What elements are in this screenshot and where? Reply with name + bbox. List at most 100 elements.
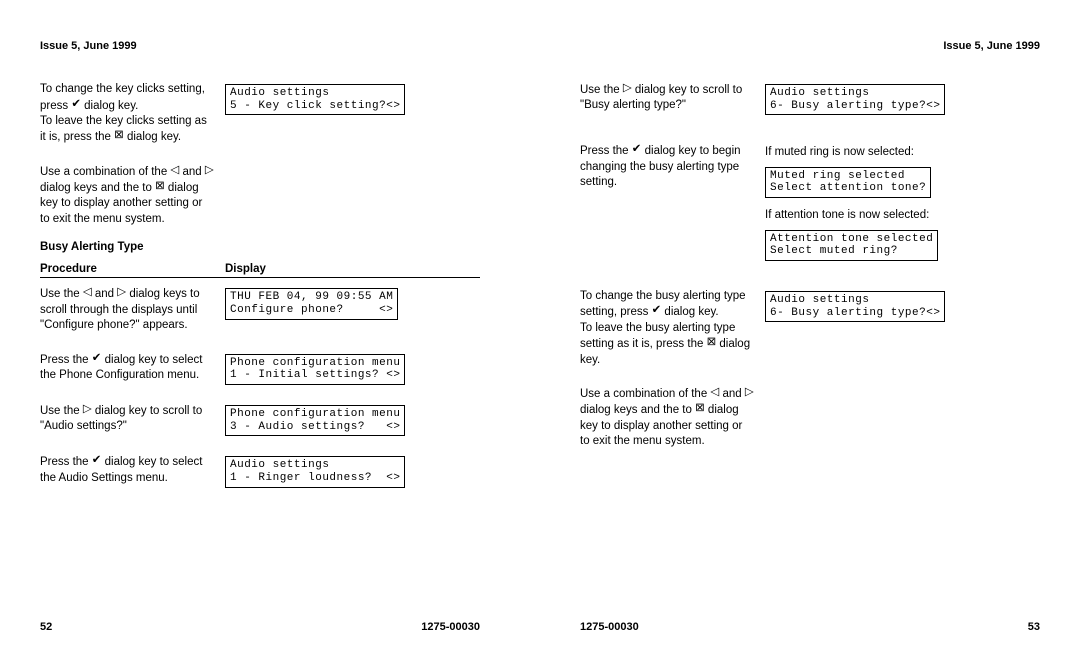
lcd-line: Phone configuration menu: [230, 357, 400, 369]
disp-t2: Phone configuration menu 1 - Initial set…: [225, 352, 480, 385]
page-num-right: 53: [1028, 621, 1040, 633]
lcd-line: Audio settings: [770, 87, 869, 99]
lcd-line: Attention tone selected: [770, 233, 933, 245]
disp-keyclicks: Audio settings 5 - Key click setting?<>: [225, 82, 480, 115]
text: Use a combination of the: [40, 165, 170, 177]
page-right: Issue 5, June 1999 Use the ▷ dialog key …: [540, 0, 1080, 653]
proc-t3: Use the ▷ dialog key to scroll to "Audio…: [40, 403, 225, 435]
right-icon: ▷: [745, 385, 754, 401]
section-busy-alerting: Busy Alerting Type: [40, 241, 480, 253]
check-icon: ✔: [92, 453, 102, 469]
text: dialog key.: [661, 306, 718, 318]
text: Use a combination of the: [580, 388, 710, 400]
proc-t4: Press the ✔ dialog key to select the Aud…: [40, 454, 225, 486]
text: dialog keys and the to: [580, 404, 695, 416]
footer-left: 52 1275-00030: [40, 601, 480, 633]
cancel-icon: ⊠: [114, 128, 124, 144]
text: Use the: [580, 84, 623, 96]
lcd-line: 6- Busy alerting type?<>: [770, 100, 940, 112]
lcd-display: Phone configuration menu 1 - Initial set…: [225, 354, 405, 385]
proc-keyclicks: To change the key clicks setting, press …: [40, 82, 225, 146]
check-icon: ✔: [652, 303, 662, 319]
disp-t3: Phone configuration menu 3 - Audio setti…: [225, 403, 480, 436]
disp-r1: Audio settings 6- Busy alerting type?<>: [765, 82, 1040, 115]
text: dialog key.: [124, 131, 181, 143]
lcd-display: THU FEB 04, 99 09:55 AM Configure phone?…: [225, 288, 398, 319]
lcd-line: 1 - Initial settings? <>: [230, 369, 400, 381]
lcd-display: Audio settings 6- Busy alerting type?<>: [765, 84, 945, 115]
issue-line-right: Issue 5, June 1999: [580, 40, 1040, 52]
lcd-line: 3 - Audio settings? <>: [230, 421, 400, 433]
row-keyclicks: To change the key clicks setting, press …: [40, 82, 480, 146]
doc-num: 1275-00030: [421, 621, 480, 633]
text: Use the: [40, 288, 83, 300]
check-icon: ✔: [632, 142, 642, 158]
text: Use the: [40, 405, 83, 417]
page-num-left: 52: [40, 621, 52, 633]
lcd-line: 5 - Key click setting?<>: [230, 100, 400, 112]
rrow-1: Use the ▷ dialog key to scroll to "Busy …: [580, 82, 1040, 115]
lcd-line: THU FEB 04, 99 09:55 AM: [230, 291, 393, 303]
left-icon: ◁: [710, 385, 719, 401]
table-header: Procedure Display: [40, 263, 480, 278]
disp-t4: Audio settings 1 - Ringer loudness? <>: [225, 454, 480, 487]
left-icon: ◁: [83, 285, 92, 301]
right-icon: ▷: [83, 402, 92, 418]
lcd-line: Phone configuration menu: [230, 408, 400, 420]
lcd-display: Attention tone selected Select muted rin…: [765, 230, 938, 261]
lcd-display: Audio settings 6- Busy alerting type?<>: [765, 291, 945, 322]
text: Press the: [40, 456, 92, 468]
cancel-icon: ⊠: [695, 401, 705, 417]
note-muted: If muted ring is now selected:: [765, 145, 1040, 161]
lcd-line: Configure phone? <>: [230, 304, 393, 316]
disp-r2: If muted ring is now selected: Muted rin…: [765, 143, 1040, 261]
cancel-icon: ⊠: [707, 335, 717, 351]
proc-r4: Use a combination of the ◁ and ▷ dialog …: [580, 386, 765, 450]
note-attention: If attention tone is now selected:: [765, 208, 1040, 224]
issue-line-left: Issue 5, June 1999: [40, 40, 480, 52]
right-icon: ▷: [205, 163, 214, 179]
check-icon: ✔: [92, 351, 102, 367]
lcd-line: 6- Busy alerting type?<>: [770, 307, 940, 319]
lcd-display: Audio settings 5 - Key click setting?<>: [225, 84, 405, 115]
th-display: Display: [225, 263, 266, 277]
doc-num: 1275-00030: [580, 621, 639, 633]
content-right: Use the ▷ dialog key to scroll to "Busy …: [580, 82, 1040, 601]
trow-4: Press the ✔ dialog key to select the Aud…: [40, 454, 480, 487]
text: and: [92, 288, 118, 300]
trow-1: Use the ◁ and ▷ dialog keys to scroll th…: [40, 286, 480, 333]
rrow-3: To change the busy alerting type setting…: [580, 289, 1040, 368]
check-icon: ✔: [71, 97, 81, 113]
trow-2: Press the ✔ dialog key to select the Pho…: [40, 352, 480, 385]
lcd-line: Audio settings: [230, 459, 329, 471]
th-procedure: Procedure: [40, 263, 225, 277]
text: and: [179, 165, 205, 177]
row-combo: Use a combination of the ◁ and ▷ dialog …: [40, 164, 480, 228]
lcd-line: 1 - Ringer loudness? <>: [230, 472, 400, 484]
footer-right: 1275-00030 53: [580, 601, 1040, 633]
rrow-2: Press the ✔ dialog key to begin changing…: [580, 143, 1040, 261]
text: Press the: [580, 145, 632, 157]
lcd-line: Audio settings: [230, 87, 329, 99]
right-icon: ▷: [117, 285, 126, 301]
text: dialog key.: [81, 99, 138, 111]
proc-t1: Use the ◁ and ▷ dialog keys to scroll th…: [40, 286, 225, 333]
lcd-line: Audio settings: [770, 294, 869, 306]
proc-r1: Use the ▷ dialog key to scroll to "Busy …: [580, 82, 765, 114]
rrow-4: Use a combination of the ◁ and ▷ dialog …: [580, 386, 1040, 450]
disp-r3: Audio settings 6- Busy alerting type?<>: [765, 289, 1040, 322]
content-left: To change the key clicks setting, press …: [40, 82, 480, 601]
lcd-display: Phone configuration menu 3 - Audio setti…: [225, 405, 405, 436]
proc-r3: To change the busy alerting type setting…: [580, 289, 765, 368]
lcd-line: Select attention tone?: [770, 182, 926, 194]
trow-3: Use the ▷ dialog key to scroll to "Audio…: [40, 403, 480, 436]
lcd-display: Audio settings 1 - Ringer loudness? <>: [225, 456, 405, 487]
lcd-line: Muted ring selected: [770, 170, 905, 182]
text: Press the: [40, 353, 92, 365]
left-icon: ◁: [170, 163, 179, 179]
disp-t1: THU FEB 04, 99 09:55 AM Configure phone?…: [225, 286, 480, 319]
text: dialog keys and the to: [40, 182, 155, 194]
proc-t2: Press the ✔ dialog key to select the Pho…: [40, 352, 225, 384]
right-icon: ▷: [623, 81, 632, 97]
proc-combo: Use a combination of the ◁ and ▷ dialog …: [40, 164, 225, 228]
